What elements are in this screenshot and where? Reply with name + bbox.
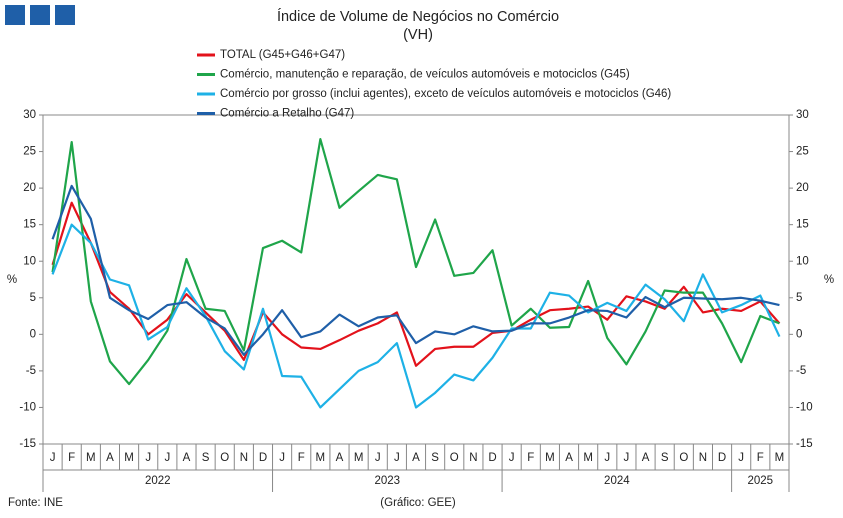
- x-tick-label: J: [145, 452, 151, 464]
- y-tick-label: 5: [30, 292, 36, 304]
- y-tick-label: 20: [23, 182, 36, 194]
- x-tick-label: J: [279, 452, 285, 464]
- year-label: 2022: [145, 475, 171, 487]
- x-tick-label: J: [164, 452, 170, 464]
- x-tick-label: A: [106, 452, 114, 464]
- x-tick-label: O: [220, 452, 229, 464]
- year-label: 2024: [604, 475, 630, 487]
- y2-tick-label: -5: [796, 365, 806, 377]
- x-tick-label: F: [527, 452, 534, 464]
- x-tick-label: S: [431, 452, 439, 464]
- y2-tick-label: -10: [796, 401, 813, 413]
- y2-tick-label: 10: [796, 255, 809, 267]
- x-tick-label: A: [183, 452, 191, 464]
- x-tick-label: F: [68, 452, 75, 464]
- x-tick-label: O: [450, 452, 459, 464]
- x-tick-label: A: [336, 452, 344, 464]
- x-tick-label: S: [661, 452, 669, 464]
- x-tick-label: J: [375, 452, 381, 464]
- series-line: [51, 184, 780, 356]
- y-axis-label: %: [7, 274, 17, 286]
- y2-tick-label: 0: [796, 328, 802, 340]
- x-tick-label: F: [298, 452, 305, 464]
- y-tick-label: 25: [23, 146, 36, 158]
- legend-label: TOTAL (G45+G46+G47): [220, 49, 345, 61]
- chart-title: Índice de Volume de Negócios no Comércio: [277, 8, 559, 25]
- series-line: [51, 138, 780, 386]
- logo-square: [5, 5, 25, 25]
- year-label: 2025: [748, 475, 774, 487]
- note: (Gráfico: GEE): [380, 497, 456, 509]
- x-tick-label: F: [757, 452, 764, 464]
- x-tick-label: M: [775, 452, 785, 464]
- y2-tick-label: -15: [796, 438, 813, 450]
- y-tick-label: 10: [23, 255, 36, 267]
- x-tick-label: S: [202, 452, 210, 464]
- logo-square: [30, 5, 50, 25]
- x-tick-label: M: [545, 452, 555, 464]
- x-tick-label: A: [642, 452, 650, 464]
- x-tick-label: D: [259, 452, 267, 464]
- y-tick-label: 0: [30, 328, 36, 340]
- x-tick-label: J: [509, 452, 515, 464]
- logo-square: [55, 5, 75, 25]
- source: Fonte: INE: [8, 497, 63, 509]
- plot-frame: [42, 114, 790, 445]
- y-tick-label: -10: [19, 401, 36, 413]
- x-tick-label: J: [394, 452, 400, 464]
- y2-tick-label: 15: [796, 219, 809, 231]
- x-tick-label: M: [86, 452, 96, 464]
- y-tick-label: 30: [23, 109, 36, 121]
- x-tick-label: O: [679, 452, 688, 464]
- x-tick-label: A: [565, 452, 573, 464]
- y2-tick-label: 5: [796, 292, 802, 304]
- series-line: [51, 223, 781, 409]
- y2-tick-label: 20: [796, 182, 809, 194]
- legend-label: Comércio a Retalho (G47): [220, 108, 354, 120]
- x-tick-label: M: [124, 452, 134, 464]
- x-tick-label: A: [412, 452, 420, 464]
- x-tick-label: D: [488, 452, 496, 464]
- x-tick-label: M: [354, 452, 364, 464]
- y2-tick-label: 30: [796, 109, 809, 121]
- y-tick-label: 15: [23, 219, 36, 231]
- x-tick-label: J: [50, 452, 56, 464]
- y2-tick-label: 25: [796, 146, 809, 158]
- legend-label: Comércio, manutenção e reparação, de veí…: [220, 69, 630, 81]
- x-tick-label: N: [240, 452, 248, 464]
- x-tick-label: J: [604, 452, 610, 464]
- x-tick-label: D: [718, 452, 726, 464]
- x-tick-label: N: [469, 452, 477, 464]
- x-tick-label: M: [316, 452, 326, 464]
- y-tick-label: -5: [26, 365, 36, 377]
- x-tick-label: J: [624, 452, 630, 464]
- year-label: 2023: [375, 475, 401, 487]
- y-tick-label: -15: [19, 438, 36, 450]
- chart-subtitle: (VH): [403, 27, 433, 43]
- x-tick-label: J: [738, 452, 744, 464]
- x-tick-label: M: [583, 452, 593, 464]
- y2-axis-label: %: [824, 274, 834, 286]
- x-tick-label: N: [699, 452, 707, 464]
- legend-label: Comércio por grosso (inclui agentes), ex…: [220, 88, 671, 100]
